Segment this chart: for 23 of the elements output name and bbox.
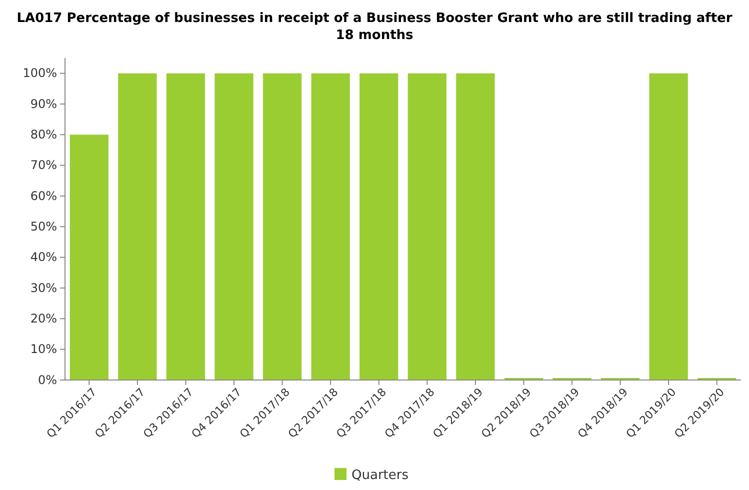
bar	[262, 73, 302, 380]
y-tick-label: 70%	[30, 158, 57, 172]
bar	[456, 73, 495, 380]
y-tick-label: 10%	[30, 342, 57, 356]
bar	[70, 134, 108, 380]
bar	[360, 73, 398, 380]
bar	[166, 73, 206, 380]
chart-title: LA017 Percentage of businesses in receipt of a Business Booster Grant who are still trading after 18 months	[16, 11, 733, 43]
bar	[214, 73, 254, 380]
y-tick-label: 40%	[30, 250, 57, 264]
y-tick-label: 20%	[30, 312, 57, 326]
bar	[408, 73, 446, 380]
y-tick-label: 50%	[30, 220, 57, 234]
y-tick-label: 0%	[38, 372, 57, 387]
y-tick-label: 60%	[30, 188, 57, 203]
bar	[649, 73, 688, 380]
y-tick-label: 30%	[30, 280, 57, 295]
y-tick-label: 90%	[30, 96, 57, 111]
bar	[311, 73, 350, 380]
bar	[118, 73, 157, 380]
y-tick-label: 80%	[30, 128, 57, 142]
legend-label: Quarters	[352, 468, 409, 483]
y-tick-label: 100%	[22, 66, 57, 80]
